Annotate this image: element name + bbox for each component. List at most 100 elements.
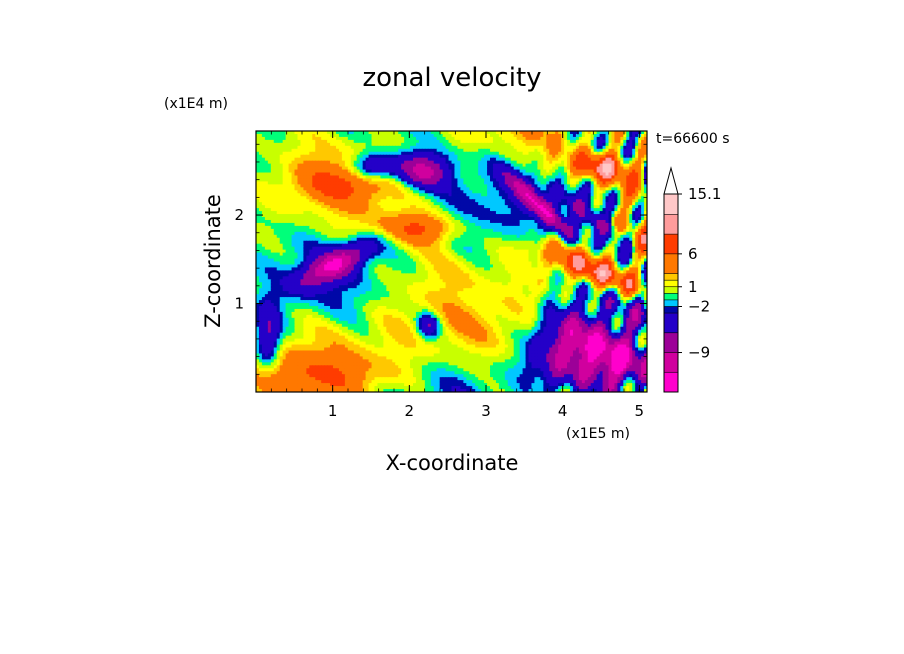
contour-cell (371, 190, 376, 194)
contour-cell (264, 145, 269, 150)
contour-cell (389, 157, 393, 162)
contour-cell (534, 181, 538, 185)
contour-cell (593, 178, 598, 183)
contour-cell (605, 202, 610, 206)
contour-cell (513, 169, 518, 174)
contour-cell (575, 208, 580, 212)
contour-cell (472, 169, 476, 174)
contour-cell (457, 142, 461, 147)
contour-cell (404, 163, 408, 168)
contour-cell (395, 160, 399, 165)
contour-cell (620, 145, 624, 150)
contour-cell (407, 154, 411, 159)
contour-cell (581, 187, 586, 191)
contour-cell (374, 202, 379, 206)
contour-cell (519, 169, 524, 174)
contour-cell (472, 154, 476, 159)
contour-cell (270, 208, 275, 212)
contour-cell (264, 222, 269, 227)
contour-cell (578, 184, 583, 188)
contour-cell (572, 240, 577, 245)
contour-cell (469, 208, 473, 212)
contour-cell (501, 172, 506, 177)
contour-cell (596, 219, 601, 224)
contour-cell (469, 187, 473, 191)
contour-cell (635, 202, 639, 206)
contour-cell (564, 222, 568, 227)
contour-cell (590, 196, 595, 200)
contour-cell (374, 228, 379, 233)
contour-cell (412, 172, 417, 177)
contour-cell (546, 178, 550, 183)
contour-cell (365, 187, 370, 191)
contour-cell (448, 187, 453, 191)
contour-cell (578, 175, 583, 180)
contour-cell (386, 163, 390, 168)
contour-cell (353, 202, 358, 206)
contour-cell (626, 205, 630, 209)
contour-cell (587, 199, 592, 203)
contour-cell (501, 214, 506, 218)
contour-cell (605, 151, 610, 156)
contour-cell (335, 139, 340, 144)
contour-cell (395, 190, 399, 194)
contour-cell (421, 166, 426, 171)
contour-cell (466, 184, 470, 188)
contour-cell (362, 139, 367, 144)
contour-cell (605, 217, 610, 221)
contour-cell (344, 214, 349, 218)
contour-cell (291, 148, 296, 153)
contour-cell (629, 225, 633, 230)
contour-cell (270, 181, 275, 185)
contour-cell (264, 172, 269, 177)
contour-cell (549, 160, 553, 165)
contour-cell (481, 225, 485, 230)
contour-cell (371, 142, 376, 147)
contour-cell (445, 217, 450, 221)
contour-cell (442, 237, 447, 242)
contour-cell (641, 193, 645, 197)
contour-cell (561, 237, 565, 242)
contour-cell (564, 178, 568, 183)
contour-cell (587, 154, 592, 159)
contour-cell (318, 190, 322, 194)
contour-cell (353, 217, 358, 221)
contour-cell (324, 222, 328, 227)
contour-cell (487, 228, 491, 233)
contour-cell (495, 193, 500, 197)
contour-cell (478, 219, 482, 224)
contour-cell (315, 214, 319, 218)
contour-cell (398, 187, 402, 191)
contour-cell (392, 240, 396, 245)
contour-cell (632, 199, 636, 203)
contour-cell (492, 172, 497, 177)
contour-cell (327, 211, 331, 215)
contour-cell (318, 151, 322, 156)
contour-cell (572, 181, 577, 185)
contour-cell (333, 172, 337, 177)
contour-cell (312, 163, 316, 168)
contour-cell (282, 187, 287, 191)
contour-cell (436, 222, 441, 227)
contour-cell (415, 175, 420, 180)
contour-cell (291, 178, 296, 183)
contour-cell (552, 225, 556, 230)
contour-cell (605, 222, 610, 227)
contour-cell (273, 193, 278, 197)
contour-cell (356, 163, 361, 168)
contour-cell (261, 181, 266, 185)
contour-cell (315, 202, 319, 206)
contour-cell (510, 178, 515, 183)
contour-cell (641, 187, 645, 191)
contour-cell (451, 154, 456, 159)
contour-cell (644, 211, 647, 215)
contour-cell (359, 196, 364, 200)
contour-cell (510, 211, 515, 215)
contour-cell (558, 214, 562, 218)
contour-cell (371, 187, 376, 191)
contour-cell (460, 187, 464, 191)
contour-cell (312, 217, 316, 221)
contour-cell (490, 199, 494, 203)
contour-cell (457, 151, 461, 156)
contour-cell (383, 169, 387, 174)
